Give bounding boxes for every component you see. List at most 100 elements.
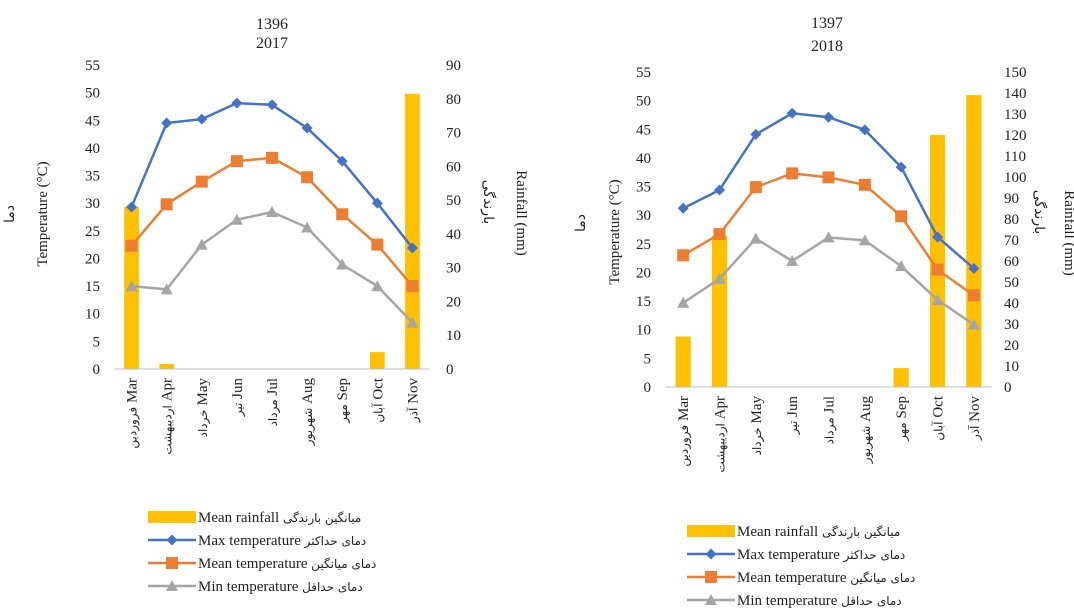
min_temp-line bbox=[131, 210, 414, 324]
x-tick-label-fa: مهر bbox=[895, 419, 910, 442]
y-right-tick-label: 80 bbox=[1004, 212, 1019, 228]
x-tick-label: تیر Jun bbox=[230, 378, 246, 418]
legend-marker bbox=[166, 580, 178, 591]
chart-title-line1: 1397 bbox=[811, 15, 843, 32]
mean_temp-point bbox=[931, 263, 944, 276]
mean_temp-point bbox=[786, 167, 799, 180]
y-left-tick-label: 0 bbox=[93, 362, 101, 378]
mean_temp-point bbox=[858, 178, 871, 191]
legend-marker bbox=[705, 571, 717, 583]
legend-label: Max temperature دمای حداکثر bbox=[737, 547, 905, 563]
rainfall-bar bbox=[369, 352, 385, 369]
y-right-tick-label: 130 bbox=[1004, 107, 1027, 123]
y-left-tick-label: 5 bbox=[644, 351, 652, 367]
x-tick-label-en: May bbox=[195, 378, 211, 406]
y-right-tick-label: 30 bbox=[446, 261, 461, 277]
min_temp-point bbox=[301, 221, 314, 233]
min_temp-point bbox=[230, 213, 243, 225]
y-right-tick-label: 120 bbox=[1004, 128, 1027, 144]
mean_temp-point bbox=[677, 249, 690, 262]
y-right-tick-label: 90 bbox=[446, 58, 461, 74]
min_temp-point bbox=[786, 255, 799, 266]
x-tick-label: فروردین Mar bbox=[125, 378, 141, 449]
x-tick-label: مهر Sep bbox=[335, 378, 351, 424]
x-tick-label-en: Apr bbox=[713, 396, 729, 419]
max_temp-point bbox=[196, 113, 208, 125]
y-right-tick-label: 70 bbox=[1004, 233, 1019, 249]
mean_temp-point bbox=[406, 280, 419, 293]
y-right-tick-label: 60 bbox=[1004, 254, 1019, 270]
legend-label-en: Mean rainfall bbox=[737, 524, 822, 540]
y-left-tick-label: 35 bbox=[85, 169, 100, 185]
x-tick-label-fa: تیر bbox=[231, 399, 246, 417]
legend-label-en: Min temperature bbox=[198, 579, 302, 595]
x-tick-label-fa: فروردین bbox=[126, 403, 141, 449]
rainfall-bar bbox=[966, 95, 982, 387]
mean_temp-line bbox=[130, 156, 414, 287]
y-left-tick-label: 0 bbox=[644, 380, 652, 396]
y-left-tick-label: 20 bbox=[85, 251, 100, 267]
legend-label-en: Mean temperature bbox=[198, 556, 311, 572]
x-tick-label: آبان Oct bbox=[370, 377, 386, 422]
chart-title-line2: 2017 bbox=[256, 35, 288, 52]
legend-marker bbox=[166, 557, 178, 569]
y-left-tick-label: 40 bbox=[636, 151, 651, 167]
legend-marker bbox=[166, 534, 178, 546]
x-tick-label-fa: مرداد bbox=[823, 414, 838, 445]
x-tick-label: اردیبهشت Apr bbox=[160, 378, 176, 455]
x-tick-label-fa: مهر bbox=[336, 401, 351, 424]
legend-label-fa: دمای حداقل bbox=[841, 594, 902, 608]
mean_temp-point bbox=[160, 198, 173, 211]
x-tick-label: آذر Nov bbox=[405, 378, 421, 424]
max_temp-point bbox=[932, 231, 943, 243]
mean_temp-point bbox=[195, 175, 208, 188]
max_temp-point bbox=[371, 197, 383, 209]
rainfall-bar bbox=[711, 235, 728, 387]
x-tick-label: شهریور Aug bbox=[300, 378, 316, 447]
rainfall-bar bbox=[893, 368, 909, 387]
legend-label-fa: دمای حداقل bbox=[302, 580, 363, 594]
y-right-tick-label: 10 bbox=[446, 328, 461, 344]
legend-label: Mean temperature دمای میانگین bbox=[737, 570, 915, 586]
x-tick-label-fa: تیر bbox=[786, 417, 801, 435]
x-tick-label-en: Nov bbox=[967, 396, 983, 422]
rainfall-bar bbox=[405, 93, 420, 369]
x-tick-label-en: Apr bbox=[160, 378, 176, 401]
max_temp-point bbox=[714, 184, 725, 196]
x-tick-label-en: Aug bbox=[300, 378, 316, 404]
min_temp-point bbox=[931, 293, 944, 305]
legend-label-fa: دمای میانگین bbox=[850, 571, 915, 586]
y-left-tick-label: 30 bbox=[85, 196, 100, 212]
x-tick-label: آبان Oct bbox=[931, 395, 947, 440]
x-tick-label-fa: فروردین bbox=[677, 421, 692, 467]
x-tick-label-en: Jun bbox=[785, 396, 801, 417]
y-left-tick-label: 55 bbox=[85, 58, 100, 74]
x-tick-label-fa: شهریور bbox=[859, 422, 874, 464]
x-tick-label-en: Nov bbox=[405, 378, 421, 404]
legend-marker bbox=[705, 548, 717, 560]
max_temp-line bbox=[130, 101, 414, 249]
min_temp-point bbox=[160, 283, 173, 295]
max_temp-point bbox=[126, 201, 138, 213]
y-right-tick-label: 50 bbox=[446, 193, 461, 209]
y-right-tick-label: 60 bbox=[446, 159, 461, 175]
legend-label-fa: دمای حداکثر bbox=[304, 534, 367, 549]
x-tick-label: مهر Sep bbox=[894, 396, 910, 442]
y-right-axis-label-fa: بارندگی bbox=[1031, 190, 1048, 235]
max_temp-point bbox=[266, 99, 278, 111]
min_temp-point bbox=[125, 280, 138, 292]
x-tick-label-fa: خرداد bbox=[750, 424, 765, 456]
y-left-tick-label: 40 bbox=[85, 141, 100, 157]
x-tick-label-en: Jun bbox=[230, 378, 246, 399]
min_temp-point bbox=[371, 280, 384, 292]
y-right-tick-label: 110 bbox=[1004, 149, 1026, 165]
min_temp-point bbox=[677, 296, 690, 308]
y-left-tick-label: 55 bbox=[636, 65, 651, 81]
x-tick-label-en: Sep bbox=[335, 378, 351, 401]
x-tick-label-en: Jul bbox=[822, 396, 838, 414]
y-right-tick-label: 20 bbox=[446, 294, 461, 310]
x-tick-label-fa: آذر bbox=[405, 404, 421, 423]
x-tick-label-fa: مرداد bbox=[266, 396, 281, 427]
chart-title-line2: 2018 bbox=[811, 38, 843, 55]
min_temp-point bbox=[195, 238, 208, 250]
